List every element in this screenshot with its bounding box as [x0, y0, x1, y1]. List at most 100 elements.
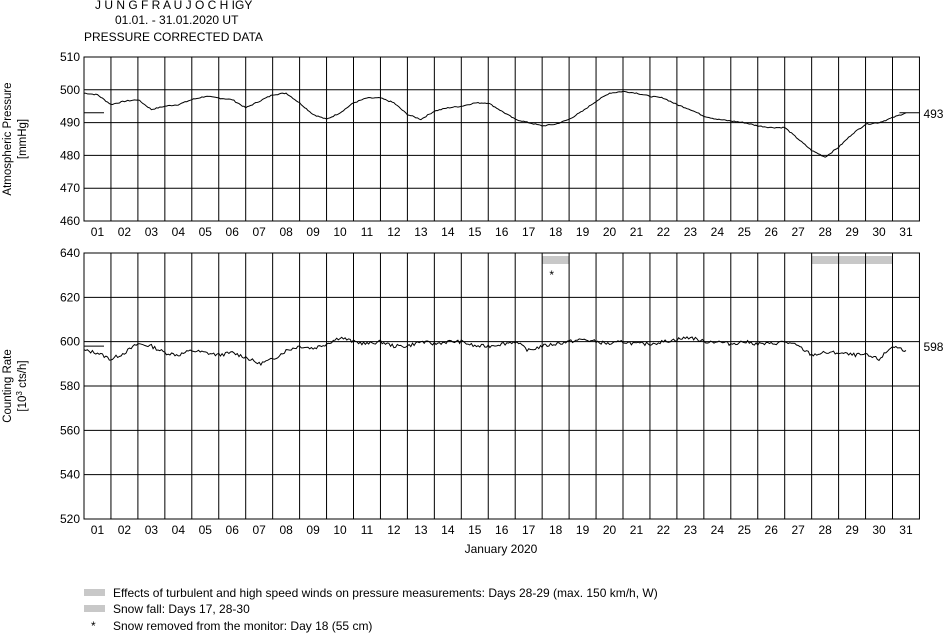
pressure-y-axis-unit: [mmHg] — [17, 119, 29, 159]
pressure-y-axis-label: Atmospheric Pressure — [2, 82, 14, 195]
c-x-tick-label: 30 — [872, 523, 886, 537]
legend-snowfall-swatch — [84, 605, 105, 612]
c-x-tick-label: 20 — [603, 523, 617, 537]
p-x-tick-label: 03 — [145, 225, 159, 239]
p-x-tick-label: 06 — [226, 225, 240, 239]
c-y-tick-label: 540 — [60, 468, 80, 482]
station-title: J U N G F R A U J O C H IGY — [95, 0, 252, 12]
c-x-tick-label: 08 — [279, 523, 293, 537]
c-x-tick-label: 10 — [333, 523, 347, 537]
p-plot-border — [83, 56, 920, 222]
p-x-tick-label: 20 — [603, 225, 617, 239]
legend-star-marker: * — [91, 619, 96, 633]
p-x-tick-label: 17 — [522, 225, 536, 239]
c-x-tick-label: 19 — [576, 523, 590, 537]
p-x-tick-label: 29 — [845, 225, 859, 239]
c-x-tick-label: 22 — [657, 523, 671, 537]
weather-effect-bar — [811, 256, 893, 264]
c-x-tick-label: 12 — [387, 523, 401, 537]
p-x-tick-label: 18 — [549, 225, 563, 239]
p-x-tick-label: 07 — [252, 225, 266, 239]
period-label: 01.01. - 31.01.2020 UT — [115, 13, 239, 27]
c-x-tick-label: 25 — [738, 523, 752, 537]
legend: Effects of turbulent and high speed wind… — [84, 586, 658, 633]
p-y-tick-label: 470 — [60, 181, 80, 195]
counting-rate-x-ticks: 01 02 03 04 05 06 07 08 09 10 11 12 13 14 15 16 17 18 19 20… — [91, 523, 913, 537]
counting-rate-grid — [83, 252, 920, 520]
p-x-tick-label: 01 — [91, 225, 105, 239]
c-y-tick-label: 600 — [60, 335, 80, 349]
unit-prefix: [10 — [17, 396, 29, 412]
c-x-tick-label: 27 — [791, 523, 805, 537]
counting-rate-reference-label: 598 — [923, 340, 943, 354]
counting-rate-panel: 520 540 560 580 600 620 640 01 02 03 04 05 06 07 08 09… — [2, 246, 944, 537]
counting-rate-y-axis-unit: [103 cts/h] — [15, 360, 29, 411]
c-x-tick-label: 23 — [684, 523, 698, 537]
c-x-tick-label: 26 — [765, 523, 779, 537]
c-y-tick-label: 560 — [60, 423, 80, 437]
pressure-grid — [83, 56, 920, 222]
c-x-tick-label: 24 — [711, 523, 725, 537]
c-x-tick-label: 16 — [495, 523, 509, 537]
p-x-tick-label: 02 — [118, 225, 132, 239]
c-x-tick-label: 14 — [441, 523, 455, 537]
p-x-tick-label: 23 — [684, 225, 698, 239]
p-x-tick-label: 15 — [468, 225, 482, 239]
counting-rate-y-ticks: 520 540 560 580 600 620 640 — [60, 246, 80, 526]
pressure-y-ticks: 460 470 480 490 500 510 — [60, 50, 80, 228]
p-x-tick-label: 16 — [495, 225, 509, 239]
p-x-tick-label: 24 — [711, 225, 725, 239]
p-x-tick-label: 19 — [576, 225, 590, 239]
c-x-tick-label: 31 — [899, 523, 913, 537]
c-x-tick-label: 11 — [361, 523, 374, 537]
legend-wind-swatch — [84, 589, 105, 596]
pressure-x-ticks: 01 02 03 04 05 06 07 08 09 10 11 12 13 14 15 16 17 18 19 20… — [91, 225, 913, 239]
c-y-tick-label: 520 — [60, 512, 80, 526]
pressure-panel: 460 470 480 490 500 510 01 02 03 04 05 06 07 08 09 10 1… — [2, 50, 944, 239]
p-x-tick-label: 04 — [172, 225, 186, 239]
p-x-tick-label: 25 — [738, 225, 752, 239]
weather-effect-bar — [542, 256, 570, 264]
legend-snowfall-text: Snow fall: Days 17, 28-30 — [113, 602, 250, 616]
p-x-tick-label: 22 — [657, 225, 671, 239]
c-y-tick-label: 580 — [60, 379, 80, 393]
pressure-reference-label: 493 — [923, 107, 943, 121]
counting-rate-y-axis-label: Counting Rate — [2, 349, 14, 423]
c-x-tick-label: 03 — [145, 523, 159, 537]
p-x-tick-label: 30 — [872, 225, 886, 239]
p-x-tick-label: 08 — [279, 225, 293, 239]
p-y-tick-label: 510 — [60, 50, 80, 64]
c-x-tick-label: 06 — [226, 523, 240, 537]
c-x-tick-label: 09 — [306, 523, 320, 537]
c-x-tick-label: 02 — [118, 523, 132, 537]
p-x-tick-label: 12 — [387, 225, 401, 239]
pressure-series-line — [83, 90, 907, 158]
p-x-tick-label: 31 — [899, 225, 913, 239]
c-x-tick-label: 18 — [549, 523, 563, 537]
c-y-tick-label: 640 — [60, 246, 80, 260]
counting-rate-series-line — [83, 336, 907, 366]
c-x-tick-label: 07 — [252, 523, 266, 537]
c-y-tick-label: 620 — [60, 290, 80, 304]
p-x-tick-label: 14 — [441, 225, 455, 239]
p-x-tick-label: 11 — [361, 225, 374, 239]
p-x-tick-label: 05 — [199, 225, 213, 239]
p-x-tick-label: 26 — [765, 225, 779, 239]
p-x-tick-label: 13 — [414, 225, 428, 239]
snow-removed-marker: * — [549, 268, 554, 282]
c-x-tick-label: 21 — [630, 523, 644, 537]
unit-suffix: cts/h] — [17, 360, 29, 391]
c-x-tick-label: 28 — [818, 523, 832, 537]
weather-effect-bars — [542, 256, 893, 264]
c-x-tick-label: 13 — [414, 523, 428, 537]
c-x-tick-label: 17 — [522, 523, 536, 537]
p-y-tick-label: 490 — [60, 116, 80, 130]
p-y-tick-label: 500 — [60, 83, 80, 97]
c-x-tick-label: 29 — [845, 523, 859, 537]
p-y-tick-label: 460 — [60, 214, 80, 228]
c-x-tick-label: 15 — [468, 523, 482, 537]
c-x-tick-label: 04 — [172, 523, 186, 537]
x-axis-label: January 2020 — [465, 542, 538, 556]
legend-wind-text: Effects of turbulent and high speed wind… — [113, 586, 658, 600]
